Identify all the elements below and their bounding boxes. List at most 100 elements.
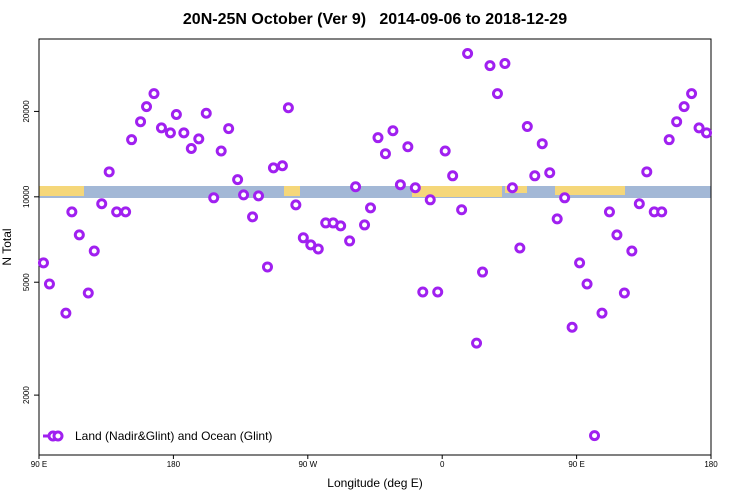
data-point	[111, 206, 123, 218]
data-point	[424, 194, 436, 206]
data-point	[155, 122, 167, 134]
data-point	[671, 116, 683, 128]
y-tick-label: 20000	[22, 100, 31, 123]
data-point	[335, 220, 347, 232]
x-tick-label: 180	[167, 460, 181, 469]
data-point	[432, 286, 444, 298]
data-point	[185, 143, 197, 155]
y-tick-label: 10000	[22, 185, 31, 208]
x-tick-label: 90 E	[31, 460, 47, 469]
data-point	[491, 88, 503, 100]
data-point	[521, 120, 533, 132]
data-point	[611, 229, 623, 241]
data-point	[536, 138, 548, 150]
data-point	[82, 287, 94, 299]
data-point	[141, 101, 153, 113]
data-point	[126, 134, 138, 146]
data-point	[276, 160, 288, 172]
data-point	[589, 430, 601, 442]
data-point	[456, 204, 468, 216]
data-point	[559, 192, 571, 204]
data-point	[506, 182, 518, 194]
data-point	[656, 206, 668, 218]
chart-title: 20N-25N October (Ver 9) 2014-09-06 to 20…	[183, 11, 567, 28]
data-point	[551, 213, 563, 225]
map-strip	[39, 186, 711, 198]
data-point	[164, 127, 176, 139]
x-tick-label: 0	[440, 460, 445, 469]
data-point	[282, 102, 294, 114]
data-point	[471, 337, 483, 349]
data-point	[544, 167, 556, 179]
data-point	[365, 202, 377, 214]
data-point	[350, 181, 362, 193]
y-axis-label: N Total	[0, 228, 14, 265]
data-point	[96, 198, 108, 210]
data-point	[253, 190, 265, 202]
data-point	[641, 166, 653, 178]
data-point	[686, 88, 698, 100]
data-point	[574, 257, 586, 269]
data-point	[566, 321, 578, 333]
legend-label: Land (Nadir&Glint) and Ocean (Glint)	[75, 429, 272, 443]
data-point	[409, 182, 421, 194]
data-point	[66, 206, 78, 218]
data-point	[73, 229, 85, 241]
data-point	[344, 235, 356, 247]
x-tick-label: 90 E	[568, 460, 584, 469]
data-point	[447, 170, 459, 182]
data-point	[603, 206, 615, 218]
data-point	[232, 174, 244, 186]
data-point	[170, 109, 182, 121]
data-point	[596, 307, 608, 319]
data-point	[290, 199, 302, 211]
data-point	[267, 162, 279, 174]
data-point	[439, 145, 451, 157]
data-point	[499, 58, 511, 70]
data-point	[148, 88, 160, 100]
data-point	[633, 198, 645, 210]
data-point	[477, 266, 489, 278]
data-point	[701, 127, 713, 139]
data-point	[626, 245, 638, 257]
data-point	[394, 179, 406, 191]
data-point	[359, 219, 371, 231]
y-tick-label: 5000	[22, 273, 31, 291]
x-axis-label: Longitude (deg E)	[327, 476, 422, 490]
data-point	[417, 286, 429, 298]
data-point	[238, 189, 250, 201]
data-point	[618, 287, 630, 299]
data-point	[193, 133, 205, 145]
data-point	[120, 206, 132, 218]
data-point	[529, 170, 541, 182]
data-point	[43, 278, 55, 290]
x-tick-label: 180	[704, 460, 718, 469]
data-point	[88, 245, 100, 257]
data-point	[247, 211, 259, 223]
data-point	[379, 148, 391, 160]
data-point	[103, 166, 115, 178]
data-point	[462, 48, 474, 60]
y-tick-label: 2000	[22, 386, 31, 404]
data-point	[312, 243, 324, 255]
data-point	[215, 145, 227, 157]
data-point	[387, 125, 399, 137]
plot-frame	[38, 38, 712, 456]
data-point	[178, 127, 190, 139]
data-point	[484, 60, 496, 72]
legend	[43, 430, 64, 442]
data-point	[678, 101, 690, 113]
data-point	[372, 132, 384, 144]
data-point	[581, 278, 593, 290]
data-point	[208, 192, 220, 204]
data-point	[60, 307, 72, 319]
data-point	[200, 107, 212, 119]
x-tick-label: 90 W	[298, 460, 317, 469]
data-point	[261, 261, 273, 273]
data-point	[402, 141, 414, 153]
data-point	[223, 123, 235, 135]
data-point	[37, 257, 49, 269]
data-point	[514, 242, 526, 254]
data-point	[135, 116, 147, 128]
